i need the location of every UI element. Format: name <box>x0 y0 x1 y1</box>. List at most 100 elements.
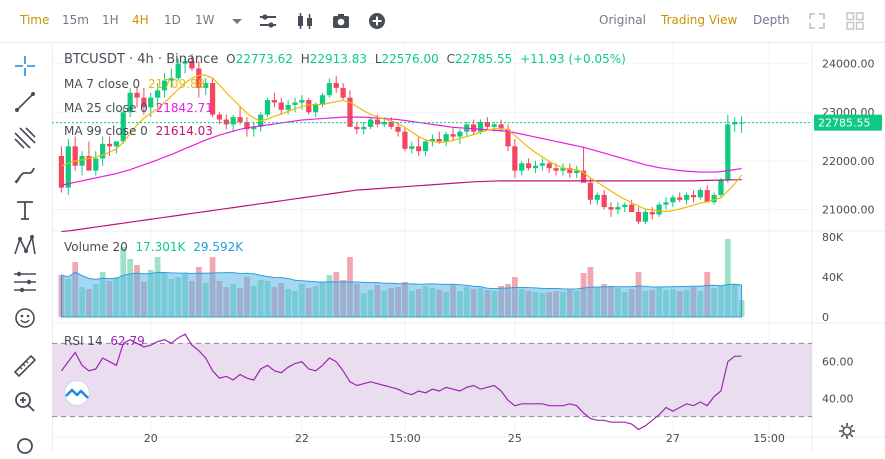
candle-body <box>498 124 504 130</box>
candle-body <box>319 95 326 105</box>
candles-icon[interactable] <box>295 11 315 31</box>
zoom-in-icon[interactable] <box>12 389 38 415</box>
close-value: 22785.55 <box>455 52 513 66</box>
volume-legend: Volume 20 17.301K 29.592K <box>64 240 243 254</box>
toolbar: Time 15m 1H 4H 1D 1W Original Trading Vi… <box>0 0 885 43</box>
candle-body <box>333 83 339 88</box>
add-circle-icon[interactable] <box>367 11 387 31</box>
interval-1d-button[interactable]: 1D <box>164 13 181 27</box>
candle-body <box>251 126 257 130</box>
candle-body <box>223 119 229 125</box>
candle-body <box>106 143 113 147</box>
measure-icon[interactable] <box>12 269 38 295</box>
view-original-button[interactable]: Original <box>599 13 646 27</box>
candle-body <box>292 102 298 105</box>
candle-body <box>553 168 559 171</box>
candle-body <box>505 129 511 147</box>
trendline-icon[interactable] <box>12 89 38 115</box>
ma99-label: MA 99 close 0 <box>64 124 148 138</box>
ohlc-legend: BTCUSDT · 4h · Binance O22773.62 H22913.… <box>64 52 626 67</box>
candle-body <box>127 92 133 113</box>
chevron-down-icon[interactable] <box>227 11 247 31</box>
candle-body <box>656 204 662 215</box>
candle-body <box>525 163 532 169</box>
candle-body <box>512 146 518 171</box>
candle-body <box>203 83 209 88</box>
rsi-line <box>60 333 742 431</box>
time-tick-label: 15:00 <box>389 432 421 445</box>
candle-body <box>718 180 724 195</box>
tradingview-logo[interactable] <box>60 380 94 406</box>
interval-15m-button[interactable]: 15m <box>62 13 89 27</box>
candle-body <box>594 194 600 200</box>
candle-body <box>354 126 360 130</box>
rsi-tick-label: 40.00 <box>822 392 854 405</box>
candle-body <box>58 156 65 188</box>
candle-body <box>161 80 168 91</box>
grid-layout-icon[interactable] <box>845 11 865 31</box>
candle-body <box>732 121 738 125</box>
candle-body <box>209 83 216 115</box>
candle-body <box>519 163 525 171</box>
view-depth-button[interactable]: Depth <box>753 13 790 27</box>
candle-body <box>134 92 140 98</box>
candle-body <box>622 204 628 208</box>
text-icon[interactable] <box>12 197 38 223</box>
candle-body <box>642 211 648 222</box>
interval-1w-button[interactable]: 1W <box>195 13 215 27</box>
fork-icon[interactable] <box>12 125 38 151</box>
brush-icon[interactable] <box>12 161 38 187</box>
candle-body <box>402 131 408 149</box>
interval-4h-button[interactable]: 4H <box>132 13 149 27</box>
ma25-line <box>61 116 742 186</box>
candle-body <box>196 68 202 88</box>
ma99-value: 21614.03 <box>155 124 213 138</box>
volume-label: Volume 20 <box>64 240 128 254</box>
interval-1h-button[interactable]: 1H <box>102 13 119 27</box>
candle-body <box>615 207 621 210</box>
candle-body <box>532 165 539 169</box>
pattern-icon[interactable] <box>12 233 38 259</box>
change-value: +11.93 (+0.05%) <box>520 52 626 66</box>
candle-body <box>175 63 181 79</box>
candle-body <box>155 90 161 98</box>
settings-sliders-icon[interactable] <box>258 11 278 31</box>
candle-body <box>608 207 614 210</box>
candle-body <box>340 87 346 98</box>
candle-body <box>237 117 243 122</box>
ma7-label: MA 7 close 0 <box>64 77 141 91</box>
candle-body <box>457 131 463 137</box>
interval-time-button[interactable]: Time <box>20 13 50 27</box>
candle-body <box>601 194 607 208</box>
price-tick-label: 22000.00 <box>822 155 875 168</box>
ma99-legend: MA 99 close 0 21614.03 <box>64 124 213 138</box>
low-label: L <box>374 52 382 66</box>
candle-body <box>347 97 353 127</box>
ma99-line <box>61 179 742 233</box>
magnet-icon[interactable] <box>12 433 38 459</box>
candle-body <box>285 104 291 110</box>
settings-gear-icon[interactable] <box>838 422 856 440</box>
candle-body <box>388 121 394 127</box>
candle-body <box>264 100 271 115</box>
chart-canvas[interactable]: 24000.0023000.0022000.0021000.0080K40K06… <box>52 43 885 451</box>
candle-body <box>381 121 387 125</box>
view-tradingview-button[interactable]: Trading View <box>661 13 738 27</box>
candle-body <box>587 182 594 200</box>
candle-body <box>374 119 381 125</box>
fullscreen-icon[interactable] <box>807 11 827 31</box>
candle-body <box>72 146 78 166</box>
crosshair-icon[interactable] <box>12 53 38 79</box>
candle-body <box>663 202 669 205</box>
ruler-icon[interactable] <box>12 353 38 379</box>
candle-body <box>79 156 85 166</box>
candle-body <box>100 143 106 159</box>
volume-value-2: 29.592K <box>193 240 244 254</box>
camera-icon[interactable] <box>331 11 351 31</box>
candle-body <box>580 170 587 183</box>
ma7-line <box>61 74 743 213</box>
smile-icon[interactable] <box>12 305 38 331</box>
candle-body <box>484 121 490 127</box>
candle-body <box>539 163 545 166</box>
candle-body <box>690 194 697 198</box>
